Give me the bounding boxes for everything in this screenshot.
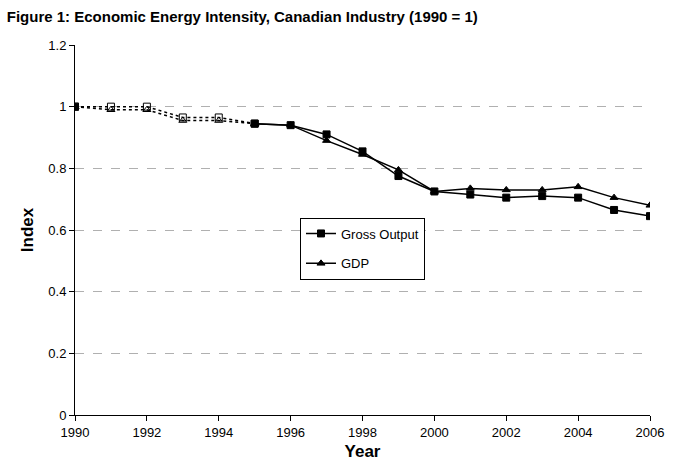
svg-text:0.8: 0.8 (48, 161, 66, 176)
svg-text:1.2: 1.2 (48, 38, 66, 53)
svg-text:Year: Year (345, 442, 381, 461)
svg-text:GDP: GDP (341, 256, 369, 271)
svg-text:1998: 1998 (348, 425, 377, 440)
svg-text:1: 1 (59, 99, 66, 114)
svg-text:2002: 2002 (492, 425, 521, 440)
svg-text:0.2: 0.2 (48, 346, 66, 361)
svg-text:2006: 2006 (636, 425, 665, 440)
svg-text:Figure 1: Economic Energy Inte: Figure 1: Economic Energy Intensity, Can… (7, 8, 478, 25)
svg-text:Index: Index (18, 207, 37, 252)
svg-text:0.4: 0.4 (48, 284, 66, 299)
svg-text:0: 0 (59, 408, 66, 423)
svg-text:0.6: 0.6 (48, 223, 66, 238)
svg-text:1992: 1992 (132, 425, 161, 440)
svg-text:2000: 2000 (420, 425, 449, 440)
svg-text:1990: 1990 (61, 425, 90, 440)
svg-text:1996: 1996 (276, 425, 305, 440)
svg-text:1994: 1994 (204, 425, 233, 440)
svg-text:Gross Output: Gross Output (341, 227, 419, 242)
svg-text:2004: 2004 (564, 425, 593, 440)
